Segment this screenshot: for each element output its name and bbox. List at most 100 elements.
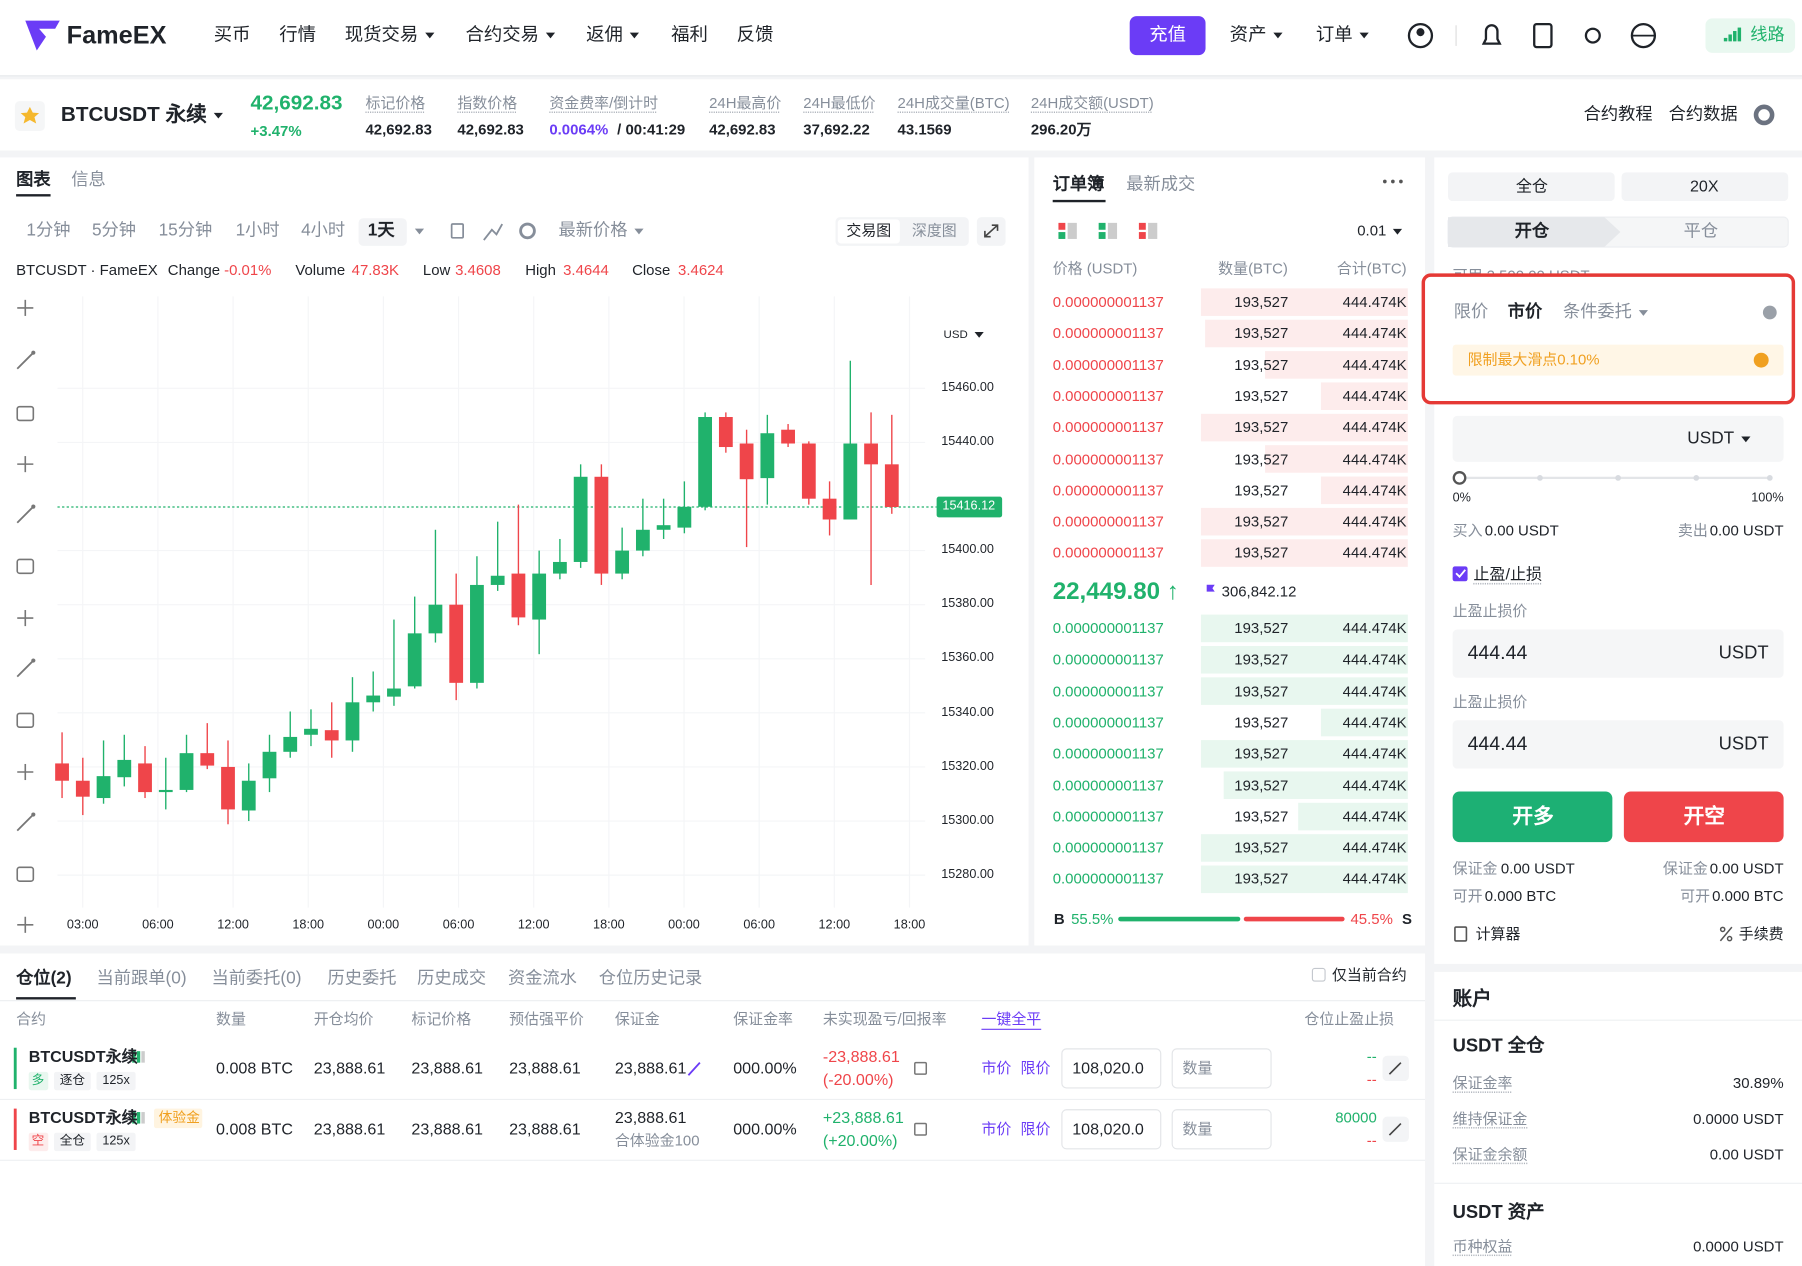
route-btn[interactable]: 线路 bbox=[1750, 25, 1785, 45]
fee-link[interactable]: 手续费 bbox=[1738, 925, 1784, 943]
account-row-value: 0.0000 USDT bbox=[1693, 1109, 1784, 1128]
tpsl-input-unit[interactable]: USDT bbox=[1718, 734, 1769, 755]
positions-tab[interactable]: 仓位(2) bbox=[16, 968, 72, 988]
order-type-tab[interactable]: 条件委托 bbox=[1563, 302, 1648, 323]
sell-ratio-bar bbox=[1243, 916, 1345, 922]
leverage-btn[interactable]: 20X bbox=[1689, 176, 1719, 195]
tpsl-input-value[interactable]: 444.44 bbox=[1467, 641, 1528, 664]
interval-option[interactable]: 1分钟 bbox=[26, 220, 71, 241]
price-type: 最新价格 bbox=[559, 221, 644, 242]
nav-item[interactable]: 现货交易 bbox=[345, 25, 435, 47]
tpsl-input-value[interactable]: 444.44 bbox=[1467, 732, 1528, 755]
long-margin: 0.00 USDT bbox=[1500, 859, 1575, 877]
qty-input[interactable]: 数量 bbox=[1182, 1120, 1213, 1138]
side-tag-bg bbox=[28, 1071, 49, 1091]
column-header: 仓位止盈止损 bbox=[1304, 1010, 1395, 1028]
deposit-btn-bg bbox=[1129, 16, 1206, 56]
tool-icon bbox=[31, 350, 36, 355]
y-tick-label: 15440.00 bbox=[941, 434, 994, 449]
leverage-tag: 125x bbox=[102, 1073, 130, 1088]
depth-bar bbox=[1265, 351, 1408, 379]
book-qty: 193,527 bbox=[1234, 713, 1289, 731]
nav-item[interactable]: 合约交易 bbox=[465, 25, 555, 47]
candle-body bbox=[760, 433, 775, 479]
positions-tab[interactable]: 仓位历史记录 bbox=[598, 968, 703, 988]
column-header: 保证金率 bbox=[733, 1010, 793, 1028]
view-tab[interactable]: 交易图 bbox=[846, 221, 892, 240]
entry-price: 23,888.61 bbox=[313, 1119, 386, 1139]
nav-orders[interactable]: 订单 bbox=[1316, 25, 1369, 47]
x-tick-label: 06:00 bbox=[743, 918, 775, 933]
price-input[interactable]: 108,020.0 bbox=[1072, 1119, 1144, 1139]
tool-icon bbox=[16, 558, 35, 575]
price-input[interactable]: 108,020.0 bbox=[1072, 1058, 1144, 1078]
nav-item[interactable]: 行情 bbox=[279, 25, 317, 46]
account-row-value: 0.00 USDT bbox=[1709, 1145, 1784, 1163]
margin-mode-btn[interactable]: 全仓 bbox=[1515, 176, 1549, 195]
close-all-link[interactable]: 一键全平 bbox=[981, 1010, 1042, 1028]
candle-body bbox=[594, 476, 609, 574]
y-tick-label: 15400.00 bbox=[941, 543, 994, 557]
nav-item[interactable]: 福利 bbox=[671, 25, 708, 46]
nav-assets[interactable]: 资产 bbox=[1230, 25, 1283, 47]
nav-item[interactable]: 买币 bbox=[213, 25, 251, 46]
positions-tab[interactable]: 历史成交 bbox=[417, 968, 487, 988]
interval-option[interactable]: 5分钟 bbox=[91, 220, 137, 241]
nav-item[interactable]: 反馈 bbox=[736, 25, 774, 46]
depth-bar bbox=[1200, 507, 1408, 536]
positions-tab[interactable]: 历史委托 bbox=[327, 968, 397, 988]
nav-item[interactable]: 返佣 bbox=[586, 25, 639, 47]
tool-icon bbox=[16, 813, 34, 832]
highlight-box bbox=[1421, 273, 1796, 405]
link[interactable]: 合约数据 bbox=[1668, 104, 1738, 125]
chart-tab[interactable]: 图表 bbox=[16, 170, 51, 190]
last-price-tag bbox=[936, 496, 1003, 518]
positions-tab[interactable]: 当前委托(0) bbox=[211, 968, 302, 988]
chart-tab[interactable]: 信息 bbox=[71, 170, 106, 190]
positions-tab[interactable]: 当前跟单(0) bbox=[96, 968, 187, 988]
stat-label: 指数价格 bbox=[457, 94, 518, 112]
book-price: 0.000000001137 bbox=[1052, 544, 1164, 562]
candle-body bbox=[822, 498, 837, 520]
side-tab[interactable]: 平仓 bbox=[1683, 221, 1719, 242]
tpsl-input-unit[interactable]: USDT bbox=[1718, 643, 1769, 664]
book-view-icon bbox=[1107, 222, 1118, 239]
legend-value: 47.83K bbox=[351, 261, 400, 279]
book-price: 0.000000001137 bbox=[1052, 744, 1164, 763]
column-header: 标记价格 bbox=[411, 1010, 472, 1028]
calculator-link[interactable]: 计算器 bbox=[1475, 925, 1521, 943]
limit-close-btn[interactable]: 限价 bbox=[1020, 1059, 1051, 1077]
market-close-btn[interactable]: 市价 bbox=[981, 1120, 1012, 1138]
short-btn[interactable]: 开空 bbox=[1683, 804, 1725, 828]
depth-bar bbox=[1200, 413, 1408, 442]
qty-input[interactable]: 数量 bbox=[1182, 1059, 1213, 1077]
interval-option[interactable]: 15分钟 bbox=[158, 220, 213, 241]
last-price: 42,692.83 bbox=[250, 90, 343, 114]
deposit-btn[interactable]: 充值 bbox=[1149, 25, 1187, 46]
long-btn[interactable]: 开多 bbox=[1512, 804, 1554, 828]
qty-unit: USDT bbox=[1687, 429, 1750, 450]
market-close-btn[interactable]: 市价 bbox=[981, 1059, 1012, 1077]
side-tab[interactable]: 开仓 bbox=[1514, 221, 1550, 242]
positions-tab[interactable]: 资金流水 bbox=[507, 968, 577, 988]
fee-icon bbox=[1719, 926, 1726, 933]
interval-option[interactable]: 4小时 bbox=[301, 220, 346, 241]
order-type-tab[interactable]: 限价 bbox=[1453, 302, 1489, 322]
book-tab[interactable]: 订单簿 bbox=[1052, 174, 1105, 195]
book-qty: 193,527 bbox=[1234, 838, 1289, 857]
book-qty: 193,527 bbox=[1234, 807, 1289, 825]
book-qty: 193,527 bbox=[1234, 449, 1289, 468]
side-tag-bg bbox=[28, 1132, 49, 1152]
link[interactable]: 合约教程 bbox=[1583, 104, 1653, 125]
interval-option[interactable]: 1小时 bbox=[235, 220, 280, 241]
stat-label: 24H最低价 bbox=[803, 94, 876, 112]
tool-icon bbox=[31, 658, 36, 663]
interval-option[interactable]: 1天 bbox=[367, 220, 395, 241]
mark-price: 23,888.61 bbox=[411, 1119, 484, 1139]
book-tab[interactable]: 最新成交 bbox=[1126, 174, 1196, 195]
limit-close-btn[interactable]: 限价 bbox=[1020, 1120, 1051, 1138]
view-tab[interactable]: 深度图 bbox=[911, 221, 957, 240]
order-type-tab[interactable]: 市价 bbox=[1507, 302, 1543, 322]
book-view-icon bbox=[1067, 222, 1077, 239]
depth-bar bbox=[1223, 771, 1408, 800]
